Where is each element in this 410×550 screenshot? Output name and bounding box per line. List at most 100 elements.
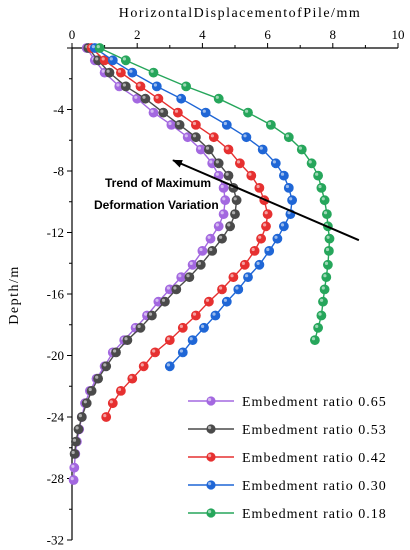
data-point <box>319 284 330 295</box>
data-point-highlight <box>321 197 325 201</box>
data-point <box>264 245 275 256</box>
data-point-highlight <box>324 261 329 265</box>
data-point <box>278 221 289 232</box>
data-point <box>321 272 332 282</box>
data-point <box>190 310 201 321</box>
data-point <box>146 310 157 321</box>
data-point-highlight <box>321 286 325 290</box>
data-point <box>116 67 126 78</box>
series <box>89 43 297 372</box>
data-point <box>241 132 252 143</box>
data-point-highlight <box>219 235 223 239</box>
data-point-highlight <box>258 235 262 239</box>
data-point <box>249 245 260 256</box>
data-point <box>217 284 227 295</box>
data-point-highlight <box>256 184 260 189</box>
data-point-highlight <box>232 211 236 215</box>
data-point <box>151 81 162 92</box>
data-point <box>81 398 92 409</box>
data-point <box>203 296 214 307</box>
data-point <box>93 373 103 384</box>
data-point-highlight <box>160 109 164 113</box>
data-point <box>208 132 219 143</box>
data-point-highlight <box>192 134 197 138</box>
data-point-highlight <box>152 349 156 353</box>
y-tick-label: -16 <box>47 287 65 302</box>
annotation: Trend of Maximum Deformation Variation <box>94 159 360 242</box>
data-point-highlight <box>101 57 105 61</box>
legend-item: Embedment ratio 0.30 <box>188 479 386 494</box>
data-point <box>233 284 244 295</box>
data-point-highlight <box>189 337 193 341</box>
legend-marker <box>206 508 216 518</box>
data-point <box>246 170 257 181</box>
data-point <box>239 259 250 270</box>
data-point <box>69 448 80 459</box>
data-point <box>68 475 79 485</box>
data-point-highlight <box>315 172 319 176</box>
data-point-highlight <box>78 414 82 418</box>
data-point-highlight <box>109 57 113 61</box>
series <box>69 43 242 459</box>
data-point-highlight <box>178 274 182 278</box>
data-point <box>187 335 198 345</box>
annotation-text: Trend of Maximum <box>105 176 211 190</box>
data-point-highlight <box>225 146 229 150</box>
data-point <box>231 195 242 206</box>
data-point <box>184 272 195 282</box>
data-point <box>324 233 335 244</box>
trend-arrow <box>172 159 360 242</box>
x-tick-label: 2 <box>134 27 141 42</box>
data-point-highlight <box>197 261 201 265</box>
legend-label: Embedment ratio 0.18 <box>242 507 387 522</box>
data-point-highlight <box>256 261 260 265</box>
legend-item: Embedment ratio 0.65 <box>188 395 386 410</box>
data-point <box>101 361 112 372</box>
data-point <box>316 182 327 193</box>
data-point <box>187 259 198 270</box>
data-point <box>256 233 266 244</box>
data-point-highlight <box>183 83 187 87</box>
data-point <box>76 412 87 422</box>
data-point-highlight <box>101 69 105 73</box>
data-point <box>218 209 229 219</box>
data-point <box>176 272 187 282</box>
data-point-highlight <box>122 57 126 61</box>
data-point-highlight <box>209 160 213 164</box>
data-point-highlight <box>323 274 327 278</box>
data-point <box>287 195 297 206</box>
data-point-highlight <box>153 83 157 87</box>
data-point-highlight <box>215 95 219 99</box>
data-point <box>309 335 320 345</box>
data-point-highlight <box>176 121 180 126</box>
legend-item: Embedment ratio 0.42 <box>188 451 386 466</box>
data-point <box>181 81 191 92</box>
data-point-highlight <box>235 286 239 290</box>
data-point-highlight <box>168 121 172 126</box>
y-tick-label: -8 <box>53 164 64 179</box>
data-point-highlight <box>96 45 100 49</box>
data-point-highlight <box>202 109 206 113</box>
x-axis-title: HorizontalDisplacementofPile/mm <box>119 6 361 21</box>
data-point <box>213 93 224 104</box>
data-point-highlight <box>267 121 272 126</box>
data-point-highlight <box>210 134 214 138</box>
data-point-highlight <box>259 146 263 150</box>
data-point-highlight <box>280 223 285 227</box>
data-point <box>254 182 265 193</box>
data-point-highlight <box>219 286 223 290</box>
data-point <box>243 107 253 118</box>
data-point <box>120 81 131 92</box>
y-tick-label: -28 <box>47 471 64 486</box>
data-point-highlight <box>289 197 293 201</box>
data-point-highlight <box>179 324 183 328</box>
data-point-highlight <box>148 312 153 316</box>
data-point <box>172 107 183 118</box>
data-point-highlight <box>243 134 247 138</box>
legend-marker-highlight <box>208 426 212 430</box>
data-point <box>283 182 294 193</box>
data-point <box>135 322 146 333</box>
data-point-highlight <box>264 211 268 215</box>
legend-marker-highlight <box>208 482 212 486</box>
data-point <box>313 322 323 333</box>
